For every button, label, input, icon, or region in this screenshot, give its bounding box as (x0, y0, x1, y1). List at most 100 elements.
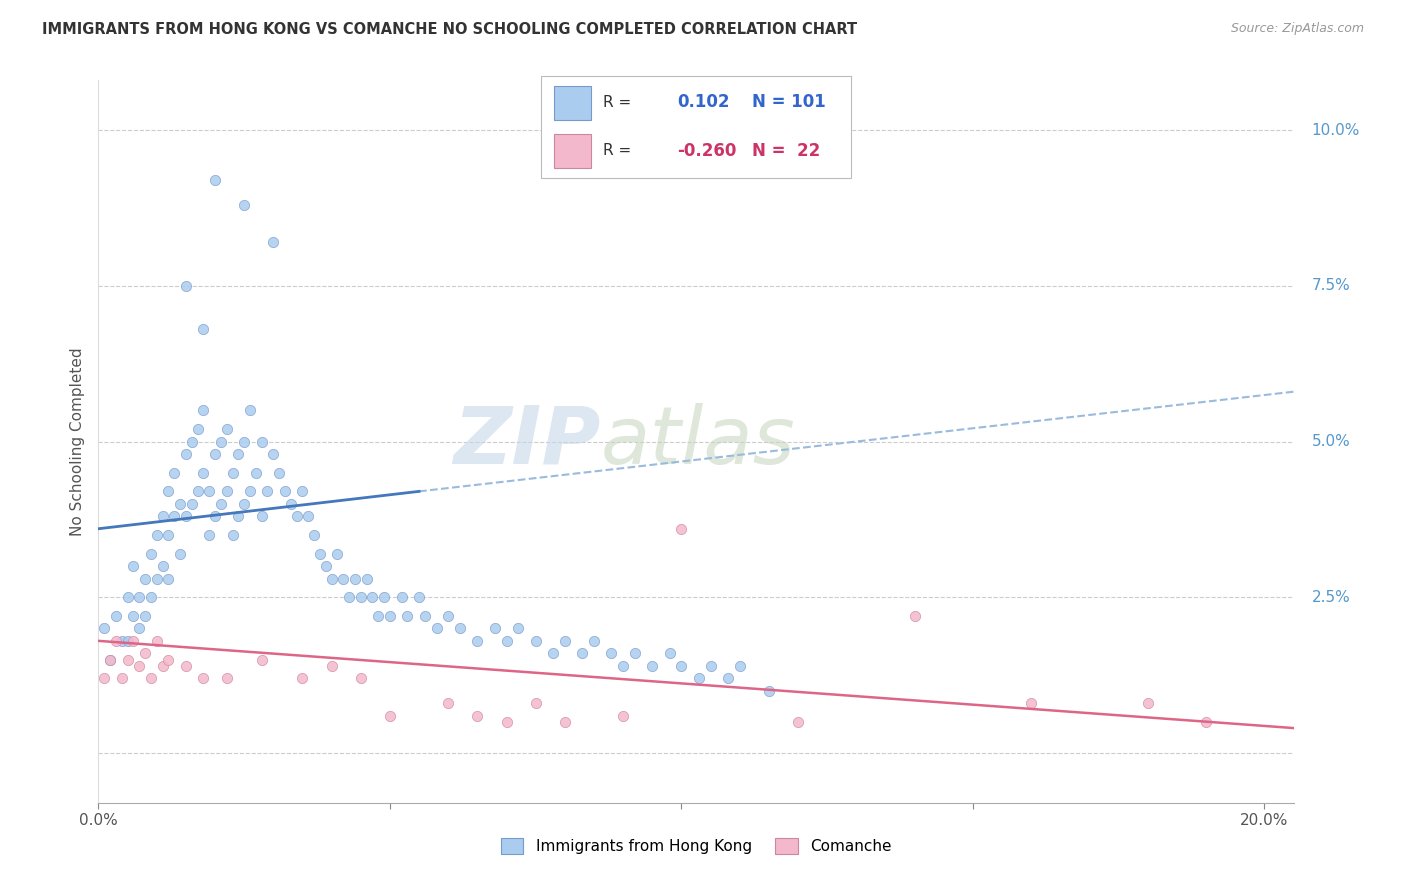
Point (321, 572, 343, 586)
Point (193, 322, 215, 336)
Point (128, 621, 150, 635)
Point (262, 447, 284, 461)
Point (145, 528, 167, 542)
Point (117, 591, 139, 605)
Point (758, 683, 780, 698)
Text: R =: R = (603, 144, 631, 158)
Point (93, 621, 115, 635)
Point (378, 708, 401, 723)
Point (98, 652, 121, 666)
Point (157, 528, 180, 542)
Point (367, 609, 389, 624)
Point (233, 198, 256, 212)
Point (903, 609, 925, 624)
Point (326, 547, 349, 561)
Point (495, 714, 517, 729)
Point (728, 658, 751, 673)
Point (280, 497, 302, 511)
Point (250, 509, 273, 524)
Point (239, 403, 262, 417)
Point (139, 591, 162, 605)
Point (291, 484, 314, 499)
Point (508, 621, 530, 635)
Point (571, 646, 593, 660)
Point (373, 591, 395, 605)
Point (122, 609, 145, 624)
Point (337, 591, 360, 605)
Point (204, 509, 226, 524)
Point (209, 434, 232, 449)
Point (186, 422, 208, 436)
Point (437, 609, 460, 624)
Point (111, 633, 134, 648)
Point (134, 572, 156, 586)
Point (291, 671, 314, 685)
Point (250, 434, 273, 449)
Point (467, 633, 489, 648)
Point (104, 633, 127, 648)
Point (699, 658, 721, 673)
Text: 0.102: 0.102 (678, 94, 730, 112)
Point (117, 652, 139, 666)
Y-axis label: No Schooling Completed: No Schooling Completed (69, 347, 84, 536)
Point (582, 633, 605, 648)
Point (134, 609, 156, 624)
Point (163, 509, 186, 524)
Point (484, 621, 506, 635)
Point (671, 658, 693, 673)
Point (378, 609, 401, 624)
Point (391, 591, 413, 605)
Point (221, 528, 243, 542)
Point (209, 497, 232, 511)
Point (228, 509, 250, 524)
Point (495, 633, 517, 648)
Point (93, 671, 115, 685)
Point (174, 278, 197, 293)
Text: N = 101: N = 101 (752, 94, 825, 112)
Point (413, 609, 436, 624)
Point (285, 509, 308, 524)
Point (396, 609, 419, 624)
Point (356, 572, 378, 586)
Point (350, 671, 373, 685)
Point (122, 559, 145, 574)
Point (449, 621, 471, 635)
Point (169, 547, 191, 561)
Point (256, 484, 278, 499)
Point (204, 447, 226, 461)
Point (174, 447, 197, 461)
Point (250, 652, 273, 666)
Point (228, 447, 250, 461)
Point (600, 646, 623, 660)
Point (361, 591, 384, 605)
Point (524, 633, 547, 648)
Point (297, 509, 319, 524)
Point (350, 591, 373, 605)
Point (688, 671, 710, 685)
Point (180, 497, 202, 511)
Point (641, 658, 664, 673)
Point (128, 591, 150, 605)
Point (554, 633, 576, 648)
Bar (554, 135, 591, 168)
Text: 2.5%: 2.5% (1312, 590, 1350, 605)
Text: -0.260: -0.260 (678, 142, 737, 160)
Point (343, 572, 366, 586)
Point (262, 235, 284, 250)
Point (157, 652, 180, 666)
Point (139, 671, 162, 685)
Text: 10.0%: 10.0% (1312, 122, 1360, 137)
Point (198, 528, 221, 542)
Point (215, 484, 238, 499)
Point (221, 466, 243, 480)
Point (122, 633, 145, 648)
Point (309, 547, 332, 561)
Point (233, 434, 256, 449)
Point (1019, 696, 1042, 710)
Legend: Immigrants from Hong Kong, Comanche: Immigrants from Hong Kong, Comanche (495, 832, 897, 860)
Point (145, 572, 167, 586)
Point (787, 714, 810, 729)
Point (139, 547, 162, 561)
Point (315, 559, 337, 574)
Point (152, 559, 174, 574)
